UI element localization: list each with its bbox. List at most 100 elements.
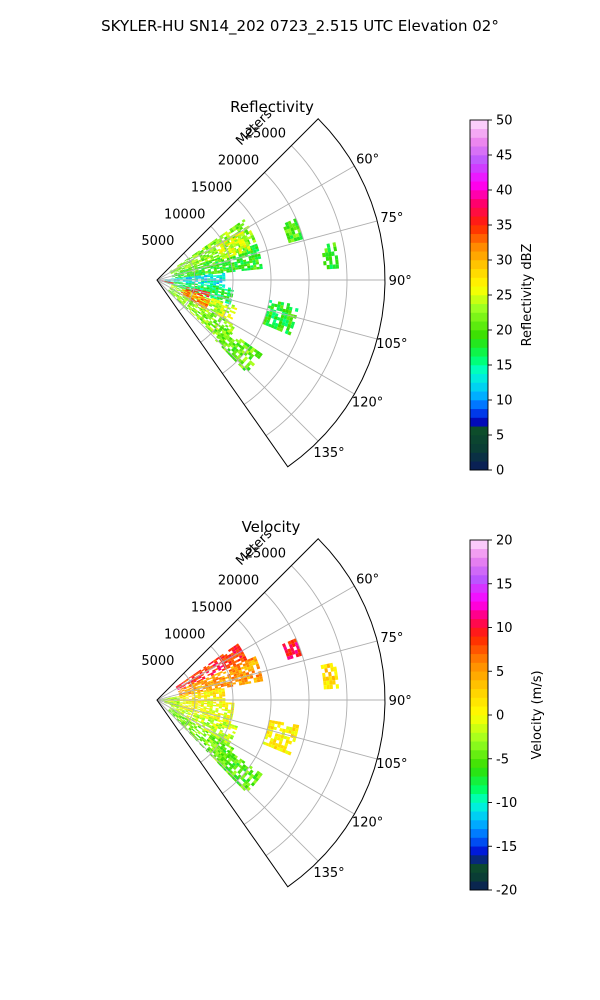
figure-title: SKYLER-HU SN14_202 0723_2.515 UTC Elevat… — [101, 17, 499, 36]
colorbar-segment — [470, 312, 488, 322]
reflectivity-title: Reflectivity — [230, 98, 314, 116]
colorbar-tick-label: 20 — [496, 324, 513, 339]
colorbar-segment — [470, 373, 488, 383]
echo-region — [322, 242, 340, 270]
colorbar-segment — [470, 575, 488, 585]
colorbar-segment — [470, 715, 488, 725]
colorbar-tick-label: 25 — [496, 289, 513, 304]
azimuth-tick-label: 105° — [376, 337, 407, 352]
colorbar-segment — [470, 321, 488, 331]
colorbar-segment — [470, 137, 488, 147]
colorbar-segment — [470, 697, 488, 707]
range-ring — [243, 592, 310, 825]
colorbar-segment — [470, 198, 488, 208]
azimuth-tick-label: 90° — [389, 694, 412, 709]
colorbar-segment — [470, 583, 488, 593]
reflectivity-panel: 500010000150002000025000Meters60°75°90°1… — [141, 98, 535, 479]
colorbar-segment — [470, 557, 488, 567]
velocity-colorbar-label: Velocity (m/s) — [530, 670, 545, 759]
colorbar-tick-label: -10 — [496, 796, 517, 811]
azimuth-gridline — [156, 699, 378, 760]
colorbar-segment — [470, 618, 488, 628]
echo-region — [171, 243, 263, 279]
range-ring — [200, 645, 234, 763]
colorbar-segment — [470, 662, 488, 672]
colorbar-segment — [470, 277, 488, 287]
azimuth-gridline — [156, 165, 355, 281]
azimuth-tick-label: 105° — [376, 757, 407, 772]
azimuth-tick-label: 90° — [389, 274, 412, 289]
colorbar-tick-label: -15 — [496, 840, 517, 855]
colorbar-segment — [470, 207, 488, 217]
colorbar-segment — [470, 811, 488, 821]
colorbar-tick-label: 0 — [496, 709, 504, 724]
azimuth-tick-label: 120° — [352, 396, 383, 411]
colorbar-segment — [470, 172, 488, 182]
azimuth-gridline — [156, 279, 319, 442]
colorbar-segment — [470, 645, 488, 655]
colorbar-segment — [470, 793, 488, 803]
colorbar-segment — [470, 828, 488, 838]
echo-region — [281, 638, 303, 660]
colorbar-segment — [470, 653, 488, 663]
radial-tick-label: 5000 — [141, 654, 174, 669]
colorbar-segment — [470, 391, 488, 401]
reflectivity-grid: 500010000150002000025000Meters60°75°90°1… — [141, 107, 412, 468]
colorbar-tick-label: 10 — [496, 621, 513, 636]
colorbar-tick-label: 40 — [496, 184, 513, 199]
radial-tick-label: 10000 — [164, 627, 205, 642]
colorbar-tick-label: 20 — [496, 534, 513, 549]
radial-tick-label: 20000 — [218, 154, 259, 169]
colorbar-segment — [470, 461, 488, 471]
echo-region — [214, 327, 263, 372]
colorbar-segment — [470, 820, 488, 830]
azimuth-gridline — [156, 699, 355, 815]
azimuth-gridline — [156, 585, 355, 701]
radial-tick-label: 25000 — [245, 127, 286, 142]
sector-frame — [156, 538, 386, 888]
range-ring — [200, 225, 234, 343]
colorbar-segment — [470, 251, 488, 261]
colorbar-segment — [470, 452, 488, 462]
colorbar-segment — [470, 627, 488, 637]
colorbar-segment — [470, 400, 488, 410]
azimuth-tick-label: 135° — [313, 446, 344, 461]
azimuth-gridline — [156, 220, 378, 281]
radial-tick-label: 25000 — [245, 547, 286, 562]
colorbar-segment — [470, 706, 488, 716]
radial-tick-label: 15000 — [191, 600, 232, 615]
azimuth-tick-label: 135° — [313, 866, 344, 881]
colorbar-segment — [470, 260, 488, 270]
colorbar-segment — [470, 233, 488, 243]
colorbar-segment — [470, 128, 488, 138]
velocity-echoes — [158, 638, 340, 792]
colorbar-tick-label: 30 — [496, 254, 513, 269]
azimuth-tick-label: 75° — [380, 211, 403, 226]
colorbar-tick-label: 50 — [496, 114, 513, 129]
colorbar-segment — [470, 417, 488, 427]
colorbar-segment — [470, 767, 488, 777]
colorbar-tick-label: -20 — [496, 884, 517, 899]
colorbar-segment — [470, 443, 488, 453]
colorbar-segment — [470, 426, 488, 436]
echo-region — [167, 287, 235, 344]
colorbar-segment — [470, 671, 488, 681]
colorbar-segment — [470, 155, 488, 165]
velocity-title: Velocity — [242, 518, 301, 536]
echo-region — [216, 749, 263, 792]
colorbar-segment — [470, 750, 488, 760]
colorbar-segment — [470, 303, 488, 313]
echo-region — [283, 218, 304, 244]
colorbar-segment — [470, 863, 488, 873]
colorbar-segment — [470, 855, 488, 865]
colorbar-segment — [470, 330, 488, 340]
colorbar-segment — [470, 268, 488, 278]
colorbar-tick-label: 5 — [496, 665, 504, 680]
range-ring — [222, 619, 272, 794]
colorbar-segment — [470, 356, 488, 366]
colorbar-segment — [470, 382, 488, 392]
colorbar-segment — [470, 758, 488, 768]
azimuth-gridline — [156, 279, 378, 340]
colorbar-segment — [470, 295, 488, 305]
